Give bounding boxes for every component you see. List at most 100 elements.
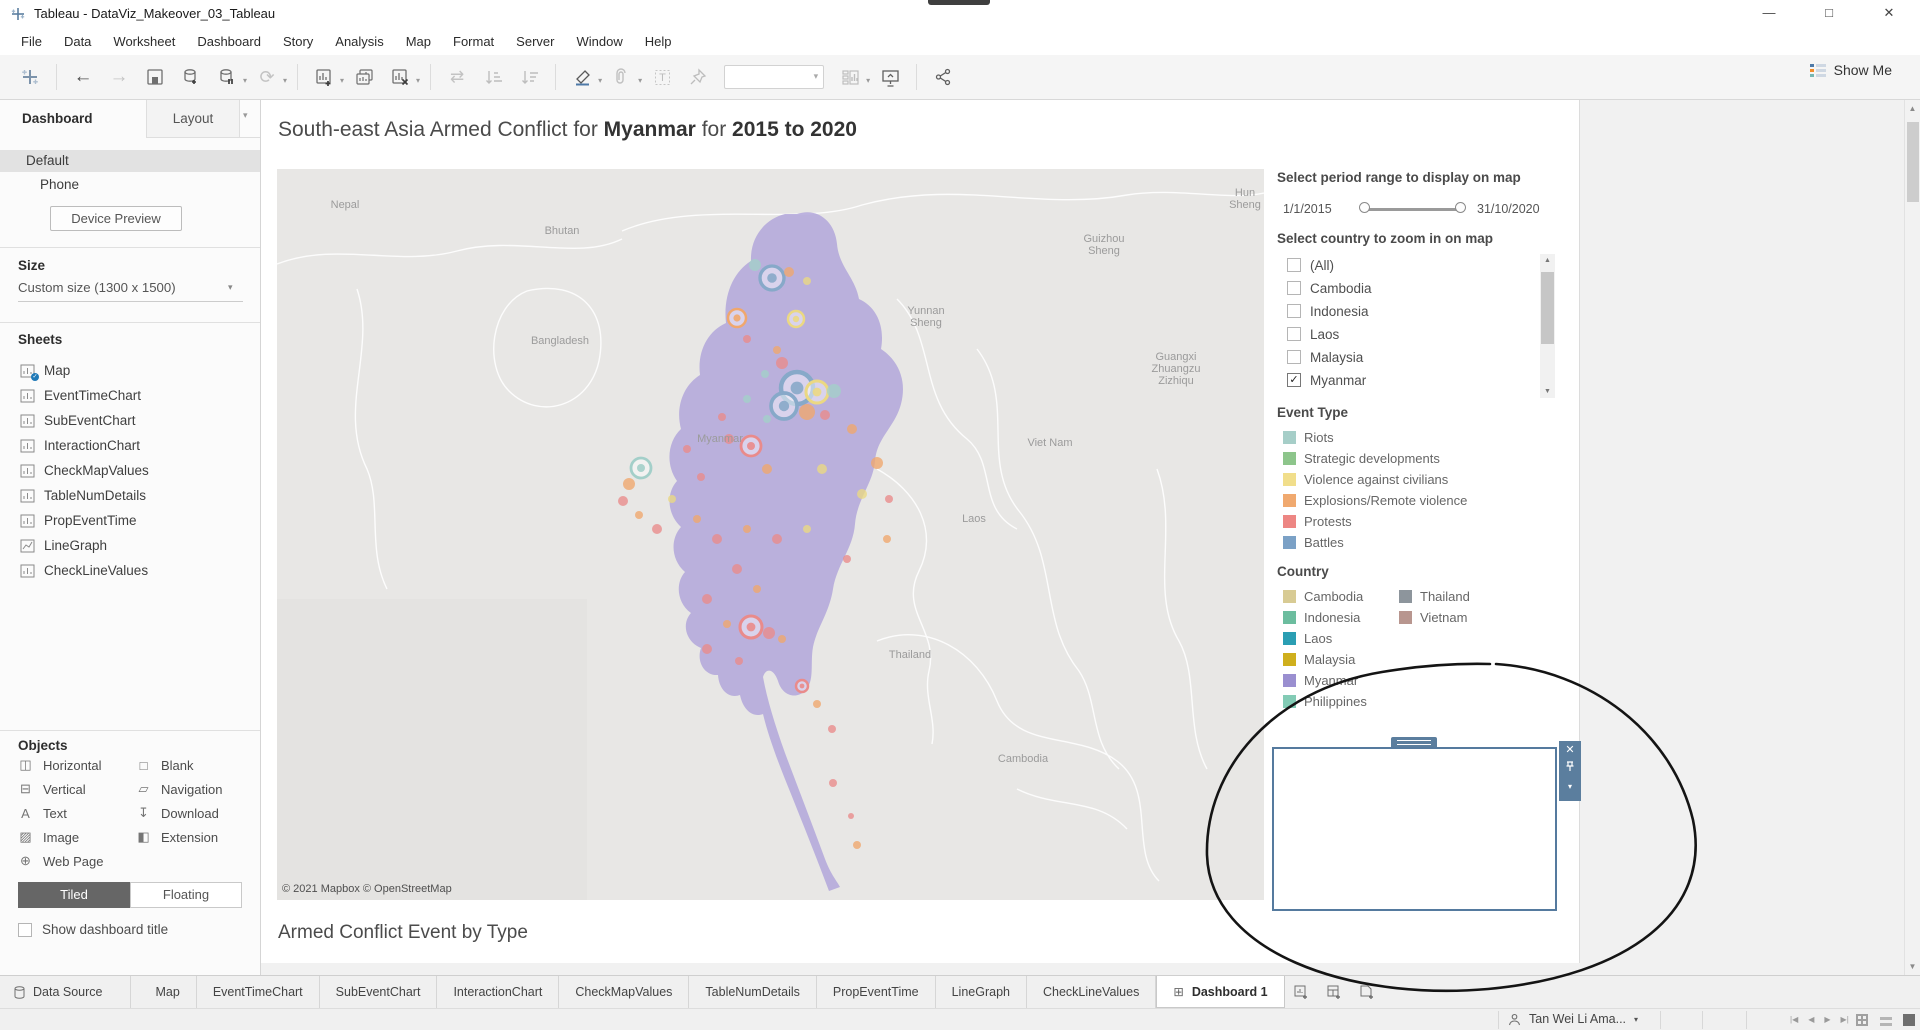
legend-item-laos[interactable]: Laos: [1283, 628, 1332, 648]
clear-dropdown-icon[interactable]: ▾: [416, 75, 421, 85]
legend-item-battles[interactable]: Battles: [1283, 532, 1344, 552]
tab-linegraph[interactable]: LineGraph: [936, 976, 1027, 1008]
show-cards-icon[interactable]: [835, 62, 865, 92]
device-default-row[interactable]: Default: [0, 150, 260, 172]
object-horizontal[interactable]: ◫ Horizontal: [18, 753, 136, 777]
tab-map[interactable]: Map: [139, 976, 197, 1008]
sheet-item-interactionchart[interactable]: InteractionChart: [20, 433, 250, 458]
object-webpage[interactable]: ⊕ Web Page: [18, 849, 136, 873]
tab-data-source[interactable]: Data Source: [0, 976, 132, 1008]
new-worksheet-tab-button[interactable]: [1285, 976, 1318, 1008]
legend-item-vietnam[interactable]: Vietnam: [1399, 607, 1467, 627]
sheet-item-subeventchart[interactable]: SubEventChart: [20, 408, 250, 433]
checkbox-checked[interactable]: ✓: [1287, 373, 1301, 387]
filter-option-myanmar[interactable]: ✓ Myanmar: [1287, 369, 1366, 391]
object-extension[interactable]: ◧ Extension: [136, 825, 248, 849]
pane-menu-icon[interactable]: ▾: [243, 110, 248, 120]
scrollbar-down-icon[interactable]: ▼: [1908, 962, 1917, 971]
filter-option-all[interactable]: (All): [1287, 254, 1334, 276]
menu-file[interactable]: File: [21, 33, 42, 49]
menu-dashboard[interactable]: Dashboard: [197, 33, 261, 49]
legend-item-cambodia[interactable]: Cambodia: [1283, 586, 1363, 606]
sheet-item-eventtimechart[interactable]: EventTimeChart: [20, 383, 250, 408]
redo-icon[interactable]: →: [109, 66, 129, 87]
menu-window[interactable]: Window: [576, 33, 623, 49]
checkbox[interactable]: [1287, 327, 1301, 341]
swap-rows-columns-icon[interactable]: ⇄: [449, 67, 465, 86]
legend-item-philippines[interactable]: Philippines: [1283, 691, 1367, 711]
tableau-home-icon[interactable]: [15, 62, 45, 92]
tab-subeventchart[interactable]: SubEventChart: [320, 976, 438, 1008]
sheet-item-checkmapvalues[interactable]: CheckMapValues: [20, 458, 250, 483]
tab-dashboard[interactable]: Dashboard: [0, 100, 146, 138]
refresh-icon[interactable]: ⟳: [259, 66, 275, 87]
conflict-map[interactable]: Nepal Bhutan Bangladesh Yunnan Sheng Guizhou…: [277, 169, 1264, 900]
object-navigation[interactable]: ▱ Navigation: [136, 777, 248, 801]
clear-sheet-icon[interactable]: [385, 62, 415, 92]
new-worksheet-dropdown-icon[interactable]: ▾: [340, 75, 345, 85]
new-worksheet-icon[interactable]: [309, 62, 339, 92]
sort-ascending-icon[interactable]: [478, 62, 508, 92]
period-range-slider[interactable]: 1/1/2015 31/10/2020: [1277, 200, 1557, 220]
vertical-scrollbar[interactable]: ▲ ▼: [1904, 100, 1920, 975]
nav-last-icon[interactable]: ▶|: [1840, 1015, 1849, 1024]
sheet-item-propeventtime[interactable]: PropEventTime: [20, 508, 250, 533]
legend-item-explosions[interactable]: Explosions/Remote violence: [1283, 490, 1467, 510]
new-story-tab-button[interactable]: [1351, 976, 1384, 1008]
cards-dropdown-icon[interactable]: ▾: [866, 75, 871, 85]
fit-selector[interactable]: ▾: [724, 65, 825, 89]
menu-data[interactable]: Data: [63, 33, 92, 49]
fix-axes-icon[interactable]: [683, 62, 713, 92]
device-phone-row[interactable]: Phone: [40, 177, 80, 192]
slider-handle-start[interactable]: [1359, 202, 1370, 213]
legend-item-thailand[interactable]: Thailand: [1399, 586, 1470, 606]
refresh-dropdown-icon[interactable]: ▾: [283, 75, 288, 85]
undo-icon[interactable]: ←: [73, 66, 93, 87]
object-image[interactable]: ▨ Image: [18, 825, 136, 849]
nav-prev-icon[interactable]: ◀: [1808, 1015, 1815, 1024]
tab-dashboard-1-active[interactable]: ⊞ Dashboard 1: [1156, 976, 1285, 1008]
pause-dropdown-icon[interactable]: ▾: [243, 75, 248, 85]
legend-item-protests[interactable]: Protests: [1283, 511, 1352, 531]
floating-blank-object[interactable]: [1272, 747, 1557, 911]
presentation-mode-icon[interactable]: [875, 62, 905, 92]
object-vertical[interactable]: ⊟ Vertical: [18, 777, 136, 801]
scrollbar-thumb[interactable]: [1907, 122, 1919, 202]
filter-option-cambodia[interactable]: Cambodia: [1287, 277, 1372, 299]
sheet-item-checklinevalues[interactable]: CheckLineValues: [20, 558, 250, 583]
sheet-item-map[interactable]: ✓ Map: [20, 358, 250, 383]
show-sheet-view-icon[interactable]: [1903, 1014, 1915, 1026]
tab-interactionchart[interactable]: InteractionChart: [437, 976, 560, 1008]
tab-eventtimechart[interactable]: EventTimeChart: [197, 976, 320, 1008]
checkbox[interactable]: [1287, 258, 1301, 272]
object-blank[interactable]: □ Blank: [136, 753, 248, 777]
show-dashboard-title-row[interactable]: Show dashboard title: [18, 922, 168, 937]
menu-help[interactable]: Help: [644, 33, 672, 49]
menu-map[interactable]: Map: [405, 33, 431, 49]
object-menu-icon[interactable]: ▾: [1567, 782, 1572, 791]
floating-button[interactable]: Floating: [130, 882, 242, 908]
legend-item-riots[interactable]: Riots: [1283, 427, 1334, 447]
sheet-item-linegraph[interactable]: LineGraph: [20, 533, 250, 558]
checkbox[interactable]: [1287, 281, 1301, 295]
menu-server[interactable]: Server: [516, 33, 555, 49]
slider-track[interactable]: [1365, 208, 1461, 211]
tab-tablenumdetails[interactable]: TableNumDetails: [689, 976, 817, 1008]
menu-analysis[interactable]: Analysis: [335, 33, 384, 49]
tab-checkmapvalues[interactable]: CheckMapValues: [559, 976, 690, 1008]
menu-story[interactable]: Story: [282, 33, 314, 49]
show-me-button[interactable]: Show Me: [1809, 62, 1892, 78]
slider-handle-end[interactable]: [1455, 202, 1466, 213]
size-dropdown[interactable]: Custom size (1300 x 1500): [18, 280, 243, 302]
pause-updates-icon[interactable]: [212, 62, 242, 92]
object-text[interactable]: A Text: [18, 801, 136, 825]
maximize-button[interactable]: □: [1825, 5, 1833, 20]
list-scrollbar[interactable]: ▲ ▼: [1540, 254, 1555, 398]
legend-item-malaysia[interactable]: Malaysia: [1283, 649, 1355, 669]
show-mark-labels-icon[interactable]: T: [647, 62, 677, 92]
remove-object-icon[interactable]: ✕: [1565, 744, 1575, 756]
show-tabs-view-icon[interactable]: [1856, 1014, 1868, 1026]
legend-item-myanmar[interactable]: Myanmar: [1283, 670, 1358, 690]
legend-item-strategic[interactable]: Strategic developments: [1283, 448, 1440, 468]
nav-next-icon[interactable]: ▶: [1824, 1015, 1831, 1024]
